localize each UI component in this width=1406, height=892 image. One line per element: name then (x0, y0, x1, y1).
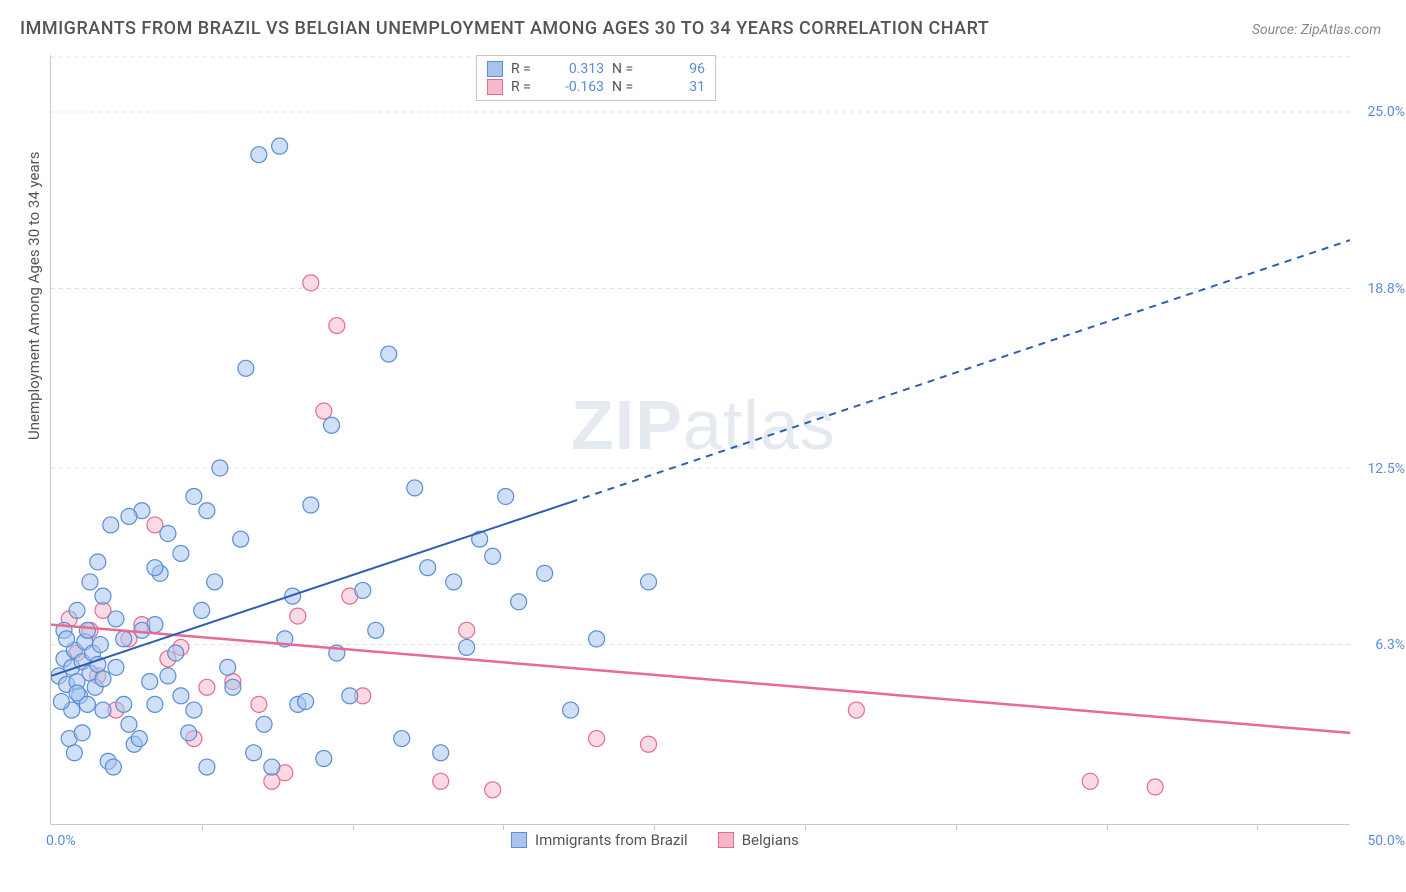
legend-item-pink: Belgians (718, 831, 799, 849)
watermark: ZIPatlas (571, 385, 836, 465)
x-tick (1257, 824, 1258, 830)
y-axis-label: Unemployment Among Ages 30 to 34 years (25, 152, 43, 440)
watermark-rest: atlas (683, 386, 836, 464)
y-tick-label: 6.3% (1375, 637, 1405, 653)
r-value-pink: -0.163 (549, 79, 604, 95)
stats-row-pink: R = -0.163 N = 31 (487, 78, 705, 96)
n-label: N = (612, 61, 642, 77)
r-label: R = (511, 61, 541, 77)
x-tick (956, 824, 957, 830)
bottom-legend: Immigrants from Brazil Belgians (511, 831, 799, 849)
r-value-blue: 0.313 (549, 61, 604, 77)
source-label: Source: ZipAtlas.com (1252, 22, 1381, 38)
legend-label-blue: Immigrants from Brazil (535, 831, 688, 849)
swatch-pink (487, 79, 503, 95)
swatch-pink (718, 832, 734, 848)
stats-legend: R = 0.313 N = 96 R = -0.163 N = 31 (476, 55, 716, 101)
x-tick (654, 824, 655, 830)
x-tick (805, 824, 806, 830)
x-tick (503, 824, 504, 830)
legend-label-pink: Belgians (742, 831, 799, 849)
x-tick (353, 824, 354, 830)
r-label: R = (511, 79, 541, 95)
n-label: N = (612, 79, 642, 95)
chart-title: IMMIGRANTS FROM BRAZIL VS BELGIAN UNEMPL… (20, 18, 989, 39)
x-tick (202, 824, 203, 830)
x-max-label: 50.0% (1367, 833, 1405, 849)
n-value-blue: 96 (650, 61, 705, 77)
watermark-bold: ZIP (571, 386, 683, 464)
x-min-label: 0.0% (46, 833, 76, 849)
n-value-pink: 31 (650, 79, 705, 95)
plot-area: ZIPatlas R = 0.313 N = 96 R = -0.163 N =… (50, 55, 1350, 825)
stats-row-blue: R = 0.313 N = 96 (487, 60, 705, 78)
chart-svg (51, 55, 1350, 824)
x-tick (1107, 824, 1108, 830)
y-tick-label: 25.0% (1367, 104, 1405, 120)
legend-item-blue: Immigrants from Brazil (511, 831, 688, 849)
y-tick-label: 18.8% (1367, 281, 1405, 297)
swatch-blue (487, 61, 503, 77)
swatch-blue (511, 832, 527, 848)
y-tick-label: 12.5% (1367, 461, 1405, 477)
